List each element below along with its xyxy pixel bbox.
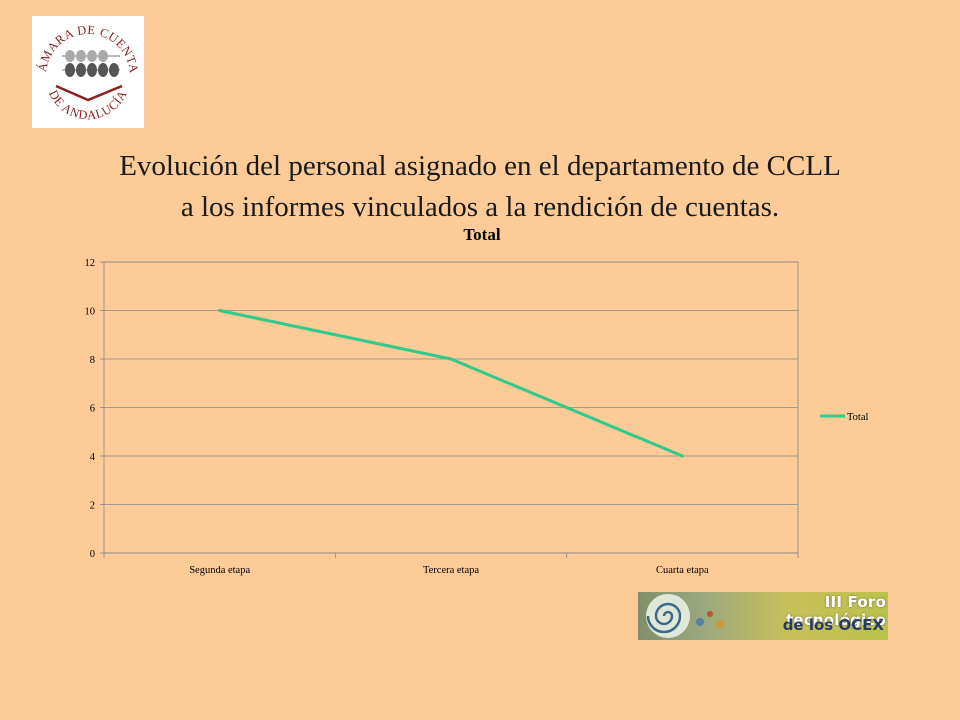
chart-series [218, 309, 684, 458]
x-tick-label: Tercera etapa [423, 565, 479, 576]
logo-emblem: CÁMARA DE CUENTAS DE ANDALUCÍA [28, 5, 141, 122]
x-tick-label: Cuarta etapa [656, 565, 709, 576]
data-point [449, 357, 453, 361]
legend-label: Total [847, 412, 869, 423]
spiral-shell-icon [646, 594, 724, 638]
y-axis-ticks: 0 2 4 6 8 10 12 [85, 258, 104, 560]
banner-line-1: III Foro tecnológico [786, 593, 886, 629]
y-tick-label: 6 [90, 404, 95, 415]
chart-title: Total [463, 225, 500, 244]
slide-title-line-2: a los informes vinculados a la rendición… [180, 191, 780, 223]
slide-title-line-1: Evolución del personal asignado en el de… [119, 150, 841, 182]
slide-title: Evolución del personal asignado en el de… [60, 146, 900, 228]
y-tick-label: 10 [85, 307, 96, 318]
y-tick-label: 8 [90, 355, 95, 366]
x-axis-ticks: Segunda etapa Tercera etapa Cuarta etapa [103, 553, 799, 576]
y-tick-label: 2 [90, 501, 95, 512]
x-tick-label: Segunda etapa [189, 565, 250, 576]
y-tick-label: 0 [90, 549, 95, 560]
chart-legend: Total [820, 412, 869, 423]
banner-line-2: de los OCEX [782, 616, 884, 634]
abacus-icon [55, 50, 123, 102]
y-tick-label: 12 [85, 258, 96, 269]
data-point [680, 454, 684, 458]
data-point [218, 309, 222, 312]
line-chart: Total 0 2 4 6 8 10 12 Segunda etapa Tercera eta… [85, 225, 869, 576]
series-line-total [219, 309, 683, 458]
camara-de-cuentas-logo: CÁMARA DE CUENTAS DE ANDALUCÍA [28, 5, 144, 128]
chart-gridlines [104, 261, 798, 554]
foro-tecnologico-banner: III Foro tecnológico de los OCEX [638, 592, 888, 640]
y-tick-label: 4 [90, 452, 96, 463]
